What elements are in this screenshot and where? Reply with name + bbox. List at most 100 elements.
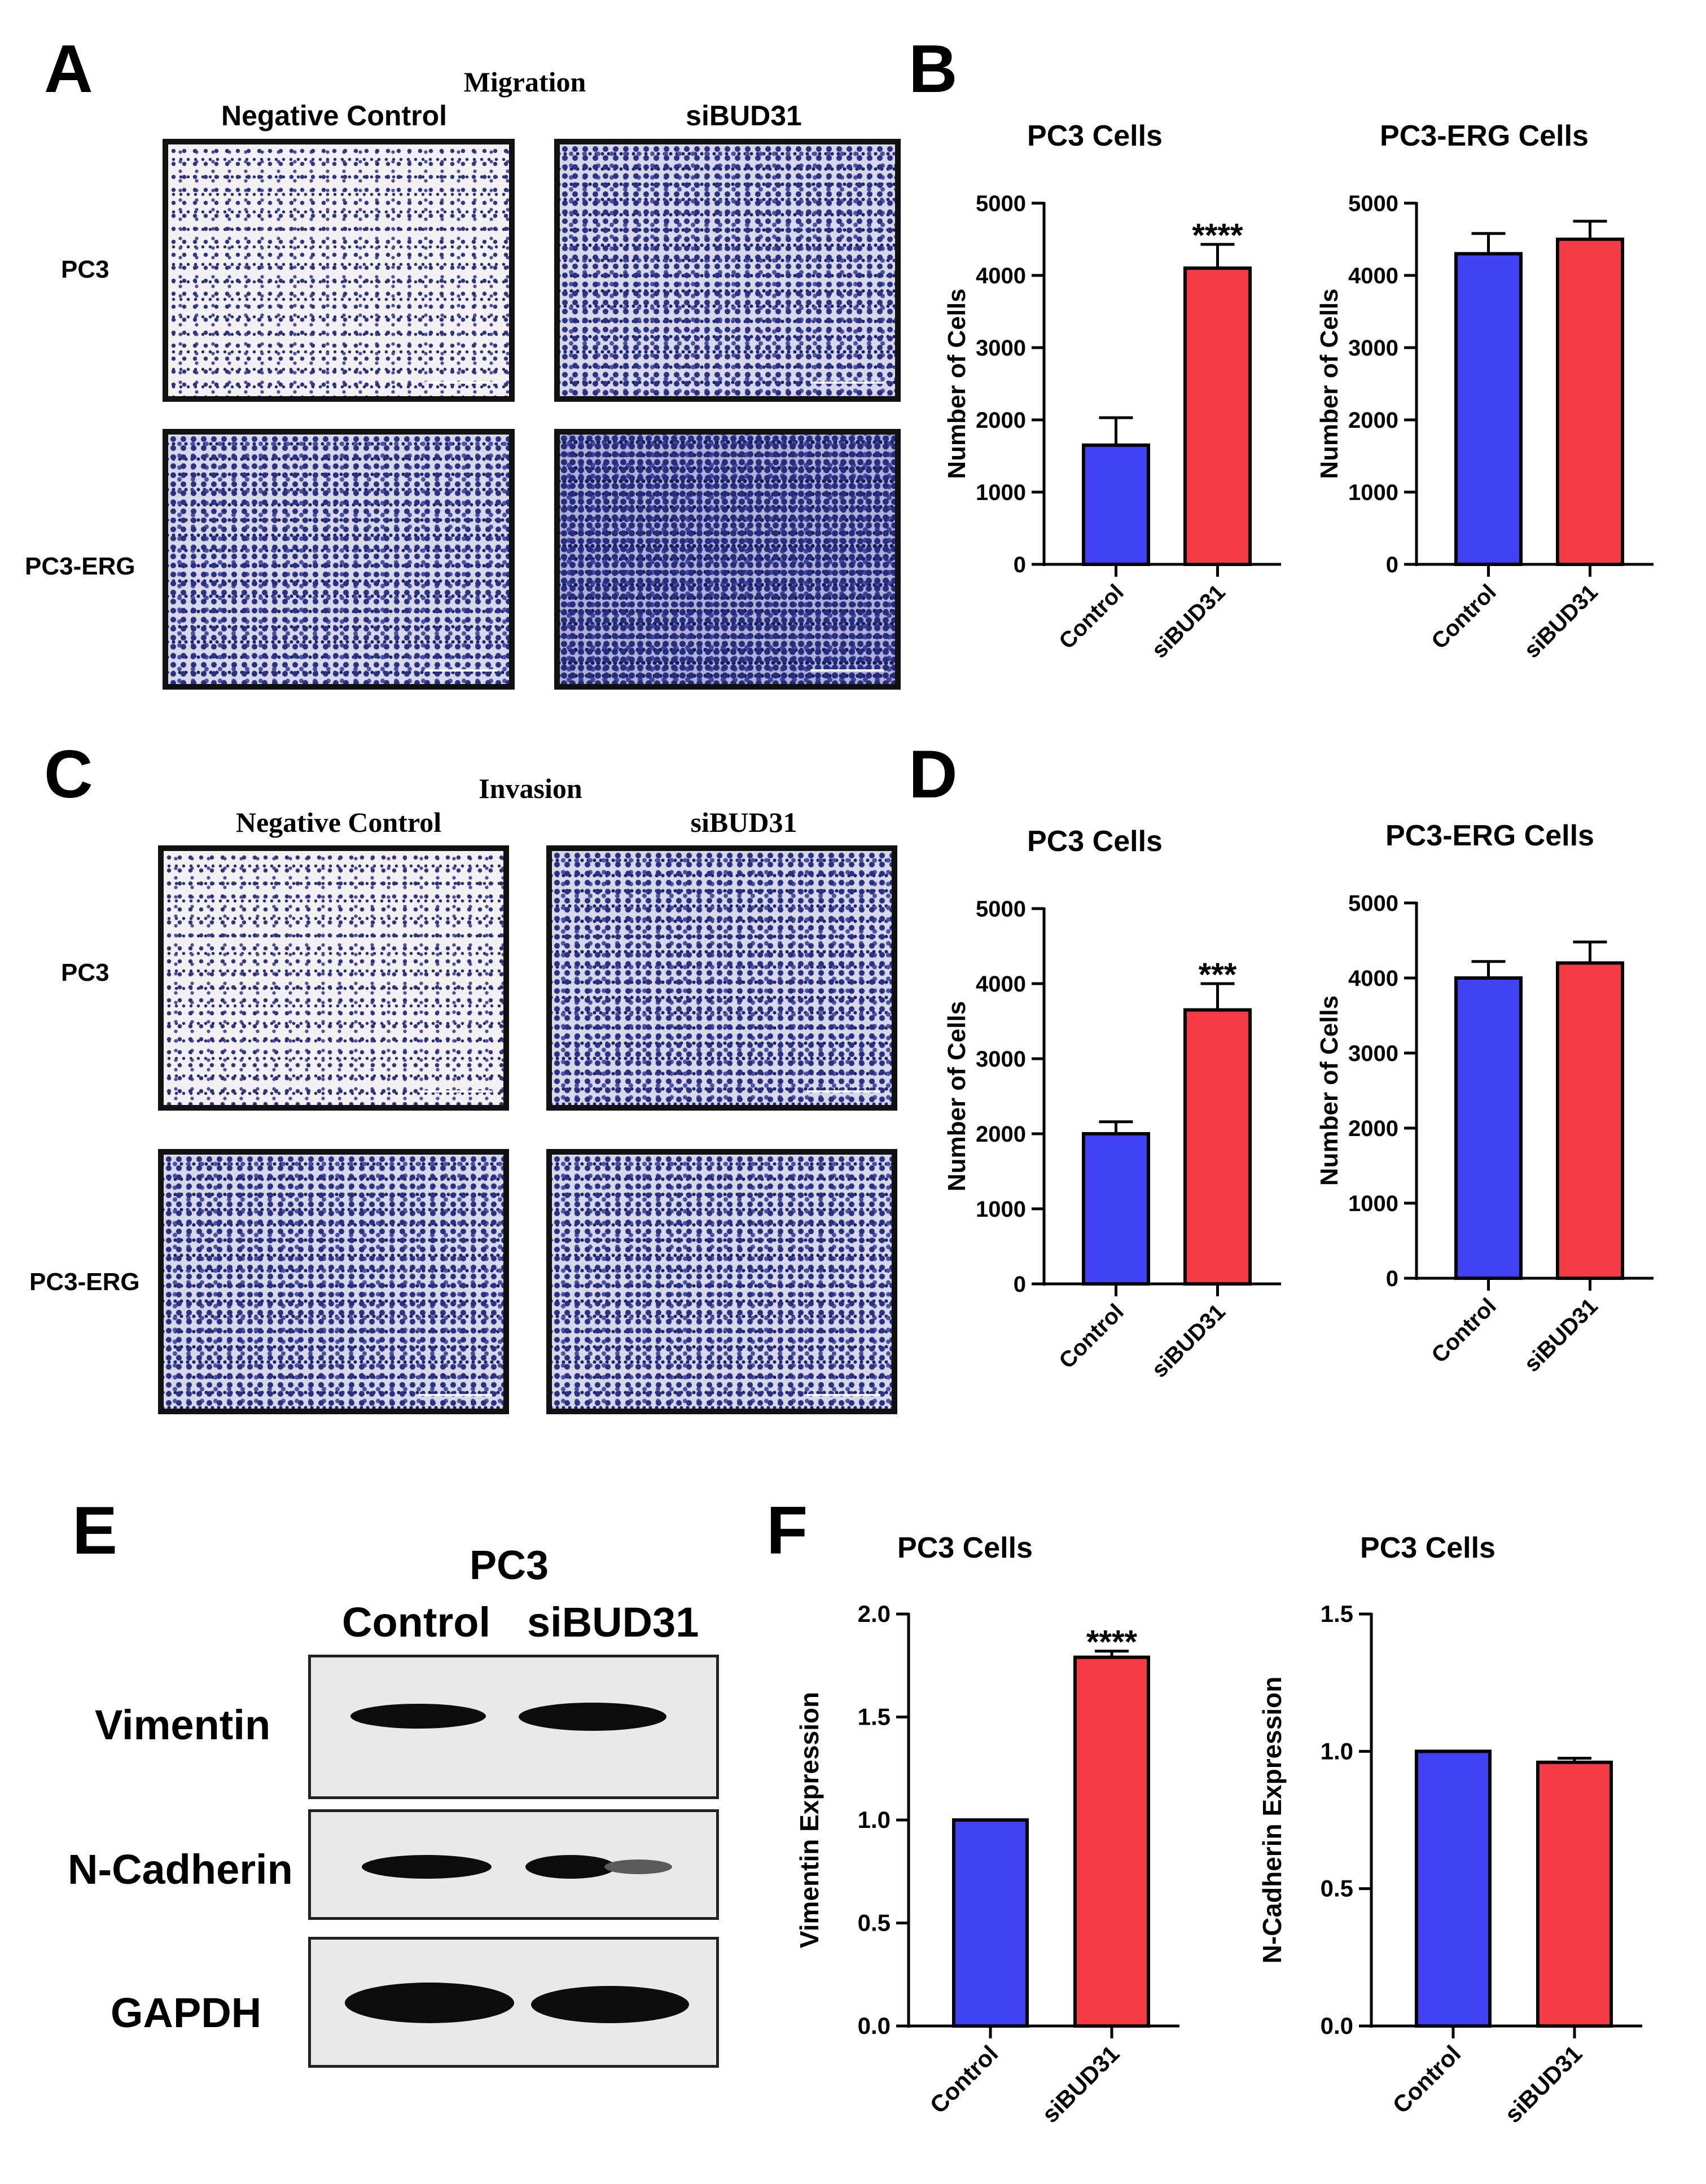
blot-cell-line-label: PC3 bbox=[470, 1543, 549, 1588]
y-tick-label: 2000 bbox=[976, 408, 1026, 433]
y-tick-label: 4000 bbox=[1348, 966, 1398, 991]
chart-title: PC3-ERG Cells bbox=[1380, 120, 1589, 152]
panel-c-row-label-pc3: PC3 bbox=[61, 959, 109, 986]
y-tick-label: 5000 bbox=[1348, 891, 1398, 916]
band-gapdh-control bbox=[345, 1983, 514, 2023]
bar-sibud31 bbox=[1556, 961, 1624, 1280]
y-tick-label: 0.0 bbox=[858, 2012, 891, 2039]
micrograph-invasion-pc3-sibud31 bbox=[546, 845, 897, 1111]
x-tick-label: siBUD31 bbox=[1499, 2040, 1587, 2128]
chart-title: PC3 Cells bbox=[897, 1532, 1033, 1564]
micrograph-invasion-pc3-control bbox=[158, 845, 509, 1111]
panel-c-col-header-sibud31: siBUD31 bbox=[690, 806, 797, 838]
bar-sibud31 bbox=[1183, 266, 1252, 566]
western-blot-n-cadherin bbox=[308, 1809, 719, 1920]
x-tick-label: siBUD31 bbox=[1037, 2040, 1124, 2128]
y-tick-label: 4000 bbox=[976, 264, 1026, 288]
scale-bar bbox=[810, 669, 884, 672]
y-axis-label: Number of Cells bbox=[1315, 995, 1343, 1186]
chart-f-n-cadherin-expression: PC3 Cells N-Cadherin Expression 0.0 0.5 1.0 1… bbox=[1257, 1532, 1642, 2128]
y-tick-label: 0 bbox=[1386, 552, 1398, 577]
y-tick-label: 2000 bbox=[1348, 1116, 1398, 1141]
y-tick-label: 1000 bbox=[1348, 480, 1398, 505]
y-tick-label: 1.0 bbox=[858, 1806, 891, 1833]
x-tick-label: Control bbox=[925, 2040, 1003, 2119]
scale-bar bbox=[810, 381, 884, 384]
bar-sibud31 bbox=[1073, 1655, 1150, 2028]
blot-protein-label-n-cadherin: N-Cadherin bbox=[68, 1846, 293, 1893]
bar-control bbox=[1082, 443, 1150, 566]
chart-b-pc3-cells: PC3 Cells Number of Cells 0 1000 2000 3000 400… bbox=[943, 120, 1281, 663]
x-tick-label: Control bbox=[1054, 580, 1129, 654]
y-tick-label: 1.5 bbox=[858, 1704, 891, 1730]
y-tick-label: 3000 bbox=[1348, 336, 1398, 361]
micrograph-invasion-pc3erg-sibud31 bbox=[546, 1149, 897, 1414]
x-tick-label: siBUD31 bbox=[1519, 580, 1602, 663]
panel-label-a: A bbox=[44, 31, 93, 107]
y-tick-label: 1000 bbox=[1348, 1191, 1398, 1216]
significance-annotation: **** bbox=[1192, 217, 1243, 254]
y-tick-label: 5000 bbox=[976, 897, 1026, 922]
band-vimentin-control bbox=[350, 1704, 486, 1729]
significance-annotation: **** bbox=[1086, 1624, 1138, 1661]
y-tick-label: 5000 bbox=[976, 191, 1026, 216]
blot-lane-label-control: Control bbox=[342, 1599, 491, 1646]
scale-bar bbox=[807, 1090, 880, 1093]
y-axis-label: Number of Cells bbox=[943, 1001, 971, 1191]
y-tick-label: 1000 bbox=[976, 1197, 1026, 1222]
bar-sibud31 bbox=[1556, 238, 1624, 566]
bar-control bbox=[952, 1818, 1029, 2028]
y-tick-label: 3000 bbox=[1348, 1041, 1398, 1066]
micrograph-migration-pc3-sibud31 bbox=[554, 139, 901, 402]
panel-a-col-header-sibud31: siBUD31 bbox=[686, 100, 802, 131]
bar-sibud31 bbox=[1183, 1008, 1252, 1286]
x-tick-label: Control bbox=[1427, 1293, 1501, 1368]
y-tick-label: 1.0 bbox=[1321, 1738, 1353, 1764]
y-axis-label: Number of Cells bbox=[943, 288, 971, 479]
band-gapdh-sibud31 bbox=[531, 1986, 689, 2023]
chart-b-pc3-erg-cells: PC3-ERG Cells Number of Cells 0 1000 2000 300… bbox=[1315, 120, 1654, 663]
chart-title: PC3 Cells bbox=[1027, 120, 1163, 152]
y-tick-label: 0.5 bbox=[1321, 1875, 1353, 1902]
y-tick-label: 0 bbox=[1014, 552, 1026, 577]
y-tick-label: 2.0 bbox=[858, 1600, 891, 1627]
scale-bar bbox=[424, 381, 498, 384]
y-tick-label: 1.5 bbox=[1321, 1600, 1353, 1627]
scale-bar bbox=[424, 669, 498, 672]
blot-protein-label-vimentin: Vimentin bbox=[95, 1701, 271, 1748]
western-blot-gapdh bbox=[308, 1937, 719, 2068]
chart-title: PC3-ERG Cells bbox=[1385, 819, 1594, 852]
panel-a-row-label-pc3-erg: PC3-ERG bbox=[25, 552, 135, 580]
significance-annotation: *** bbox=[1199, 957, 1237, 993]
y-tick-label: 0 bbox=[1386, 1266, 1398, 1291]
panel-label-d: D bbox=[909, 736, 958, 812]
y-tick-label: 0 bbox=[1014, 1272, 1026, 1297]
scale-bar bbox=[419, 1394, 492, 1396]
y-axis-label: N-Cadherin Expression bbox=[1257, 1677, 1287, 1964]
y-tick-label: 4000 bbox=[976, 972, 1026, 997]
y-tick-label: 0.5 bbox=[858, 1910, 891, 1936]
blot-lane-label-sibud31: siBUD31 bbox=[527, 1599, 699, 1646]
chart-f-vimentin-expression: PC3 Cells Vimentin Expression 0.0 0.5 1.0 1.5… bbox=[795, 1532, 1179, 2128]
panel-label-c: C bbox=[44, 736, 93, 812]
panel-c-col-header-control: Negative Control bbox=[235, 806, 442, 838]
micrograph-invasion-pc3erg-control bbox=[158, 1149, 509, 1414]
bar-control bbox=[1082, 1132, 1150, 1286]
chart-d-pc3-cells: PC3 Cells Number of Cells 0 1000 2000 3000 400… bbox=[943, 825, 1281, 1383]
panel-label-f: F bbox=[766, 1493, 808, 1568]
micrograph-migration-pc3erg-sibud31 bbox=[554, 429, 901, 690]
panel-a-title: Migration bbox=[463, 66, 586, 98]
panel-c-title: Invasion bbox=[479, 773, 582, 804]
band-n-cadherin-sibud31 bbox=[525, 1855, 616, 1879]
scale-bar bbox=[419, 1090, 492, 1093]
y-tick-label: 4000 bbox=[1348, 264, 1398, 288]
bar-control bbox=[1454, 976, 1523, 1280]
blot-protein-label-gapdh: GAPDH bbox=[111, 1989, 262, 2036]
x-tick-label: siBUD31 bbox=[1147, 1299, 1230, 1382]
y-tick-label: 2000 bbox=[1348, 408, 1398, 433]
y-tick-label: 1000 bbox=[976, 480, 1026, 505]
chart-d-pc3-erg-cells: PC3-ERG Cells Number of Cells 0 1000 2000 300… bbox=[1315, 819, 1654, 1377]
x-tick-label: siBUD31 bbox=[1147, 580, 1230, 663]
western-blot-vimentin bbox=[308, 1655, 719, 1799]
micrograph-migration-pc3erg-control bbox=[163, 429, 515, 690]
